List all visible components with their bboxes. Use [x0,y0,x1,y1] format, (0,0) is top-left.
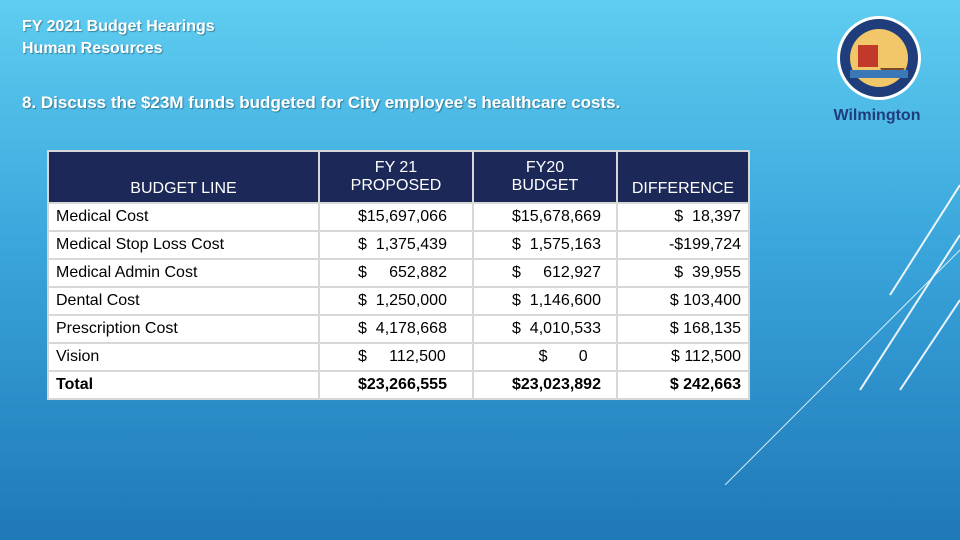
header-cell: DIFFERENCE [616,150,750,204]
table-cell: $ 39,955 [616,258,750,288]
table-row: Vision $ 112,500 $ 0 $ 112,500 [47,342,750,372]
table-cell: $23,266,555 [318,370,474,400]
deco-line [859,234,960,391]
table-row: Prescription Cost $ 4,178,668 $ 4,010,533 $… [47,314,750,344]
seal-building [858,45,878,67]
table-cell: $ 652,882 [318,258,474,288]
table-row: Total $23,266,555 $23,023,892 $ 242,663 [47,370,750,400]
table-cell: Dental Cost [47,286,320,316]
table-cell: Medical Stop Loss Cost [47,230,320,260]
header-cell: FY20 BUDGET [472,150,618,204]
table-cell: Medical Cost [47,202,320,232]
deco-line [724,249,960,486]
table-cell: Prescription Cost [47,314,320,344]
table-cell: Vision [47,342,320,372]
table-row: Medical Stop Loss Cost $ 1,375,439 $ 1,575… [47,230,750,260]
header-row: BUDGET LINE FY 21 PROPOSED FY20 BUDGET DIFF… [47,150,750,204]
title-line: FY 2021 Budget Hearings [22,18,215,35]
table-row: Dental Cost $ 1,250,000 $ 1,146,600 $ 103,4… [47,286,750,316]
logo-text: Wilmington [833,107,921,124]
table-cell: $15,697,066 [318,202,474,232]
table-row: Medical Admin Cost $ 652,882 $ 612,927 $ 39… [47,258,750,288]
table-cell: Medical Admin Cost [47,258,320,288]
budget-table: BUDGET LINE FY 21 PROPOSED FY20 BUDGET DIFF… [47,150,750,400]
table-cell: $ 103,400 [616,286,750,316]
table-cell: -$199,724 [616,230,750,260]
table-cell: $ 4,178,668 [318,314,474,344]
table-cell: $ 4,010,533 [472,314,618,344]
table-cell: $15,678,669 [472,202,618,232]
question: 8. Discuss the $23M funds budgeted for C… [22,93,621,112]
table-cell: $ 168,135 [616,314,750,344]
table-cell: $ 612,927 [472,258,618,288]
deco-line [889,184,960,296]
seal-water [850,70,908,78]
table-cell: $ 112,500 [318,342,474,372]
table-cell: $ 112,500 [616,342,750,372]
table-cell: $ 18,397 [616,202,750,232]
deco-line [899,299,960,391]
table-cell: Total [47,370,320,400]
table-cell: $ 242,663 [616,370,750,400]
title: FY 2021 Budget Hearings Human Resources [22,16,215,60]
header-cell: BUDGET LINE [47,150,320,204]
table-cell: $ 1,575,163 [472,230,618,260]
table-cell: $ 1,250,000 [318,286,474,316]
table-cell: $ 0 [472,342,618,372]
table-cell: $ 1,375,439 [318,230,474,260]
table-cell: $23,023,892 [472,370,618,400]
header-cell: FY 21 PROPOSED [318,150,474,204]
table-cell: $ 1,146,600 [472,286,618,316]
title-line: Human Resources [22,40,163,57]
table-row: Medical Cost $15,697,066 $15,678,669 $ 18,3… [47,202,750,232]
